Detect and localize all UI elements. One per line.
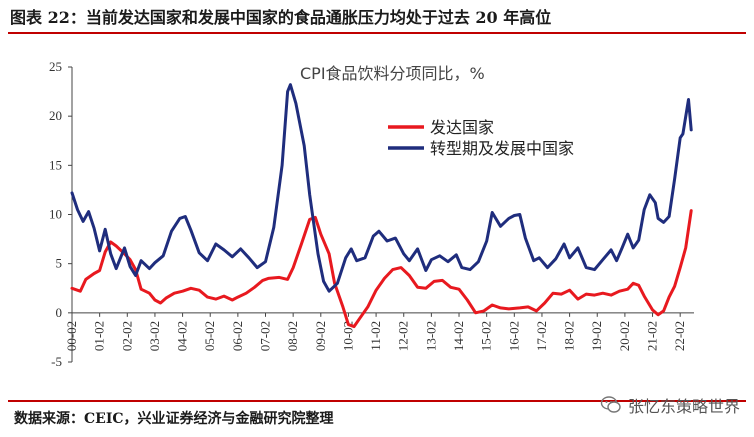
x-tick-label: 02-02 (119, 321, 134, 351)
line-chart: 25 20 15 10 5 0 -5 00-02 01-02 02-02 03-02 04-02 05… (49, 59, 694, 369)
x-tick-label: 14-02 (451, 321, 466, 351)
x-tick-label: 10-02 (340, 321, 355, 351)
x-tick-label: 08-02 (285, 321, 300, 351)
y-tick-label: 20 (49, 108, 62, 123)
y-axis-ticks: 25 20 15 10 5 0 -5 (49, 59, 72, 369)
x-tick-label: 04-02 (175, 321, 190, 351)
x-tick-label: 00-02 (64, 321, 79, 351)
legend-label-developing: 转型期及发展中国家 (430, 139, 574, 158)
x-axis-ticks: 00-02 01-02 02-02 03-02 04-02 05-02 06-02 07-02… (64, 312, 687, 351)
x-tick-label: 18-02 (562, 321, 577, 351)
chart-series-lines (70, 83, 693, 329)
series-line-developed (70, 209, 693, 329)
x-tick-label: 05-02 (202, 321, 217, 351)
x-tick-label: 12-02 (396, 321, 411, 351)
x-tick-label: 21-02 (645, 321, 660, 351)
x-tick-label: 06-02 (230, 321, 245, 351)
x-tick-label: 22-02 (672, 321, 687, 351)
legend-label-developed: 发达国家 (430, 118, 494, 137)
x-tick-label: 03-02 (147, 321, 162, 351)
y-tick-label: 10 (49, 207, 62, 222)
y-tick-label: -5 (51, 354, 62, 369)
x-tick-label: 16-02 (506, 321, 521, 351)
chart-axes (71, 67, 694, 362)
x-tick-label: 09-02 (313, 321, 328, 351)
x-tick-label: 13-02 (423, 321, 438, 351)
chart-title: CPI食品饮料分项同比，% (300, 64, 485, 83)
figure-title: 图表 22：当前发达国家和发展中国家的食品通胀压力均处于过去 20 年高位 (10, 8, 552, 27)
watermark-text: 张忆东策略世界 (627, 397, 740, 416)
chart-legend: 发达国家 转型期及发展中国家 (388, 118, 574, 158)
source-note: 数据来源：CEIC，兴业证券经济与金融研究院整理 (14, 411, 334, 427)
x-tick-label: 15-02 (479, 321, 494, 351)
x-tick-label: 17-02 (534, 321, 549, 351)
bottom-rule (8, 400, 746, 402)
watermark: 张忆东策略世界 (600, 392, 740, 418)
y-tick-label: 15 (49, 157, 62, 172)
x-tick-label: 11-02 (368, 321, 383, 351)
wechat-bubble-icon (600, 396, 621, 413)
y-tick-label: 5 (56, 256, 63, 271)
x-tick-label: 20-02 (617, 321, 632, 351)
x-tick-label: 07-02 (258, 321, 273, 351)
y-tick-label: 0 (56, 305, 63, 320)
top-rule (8, 32, 746, 34)
series-line-developing (70, 83, 693, 293)
x-tick-label: 19-02 (589, 321, 604, 351)
x-tick-label: 01-02 (92, 321, 107, 351)
y-tick-label: 25 (49, 59, 62, 74)
